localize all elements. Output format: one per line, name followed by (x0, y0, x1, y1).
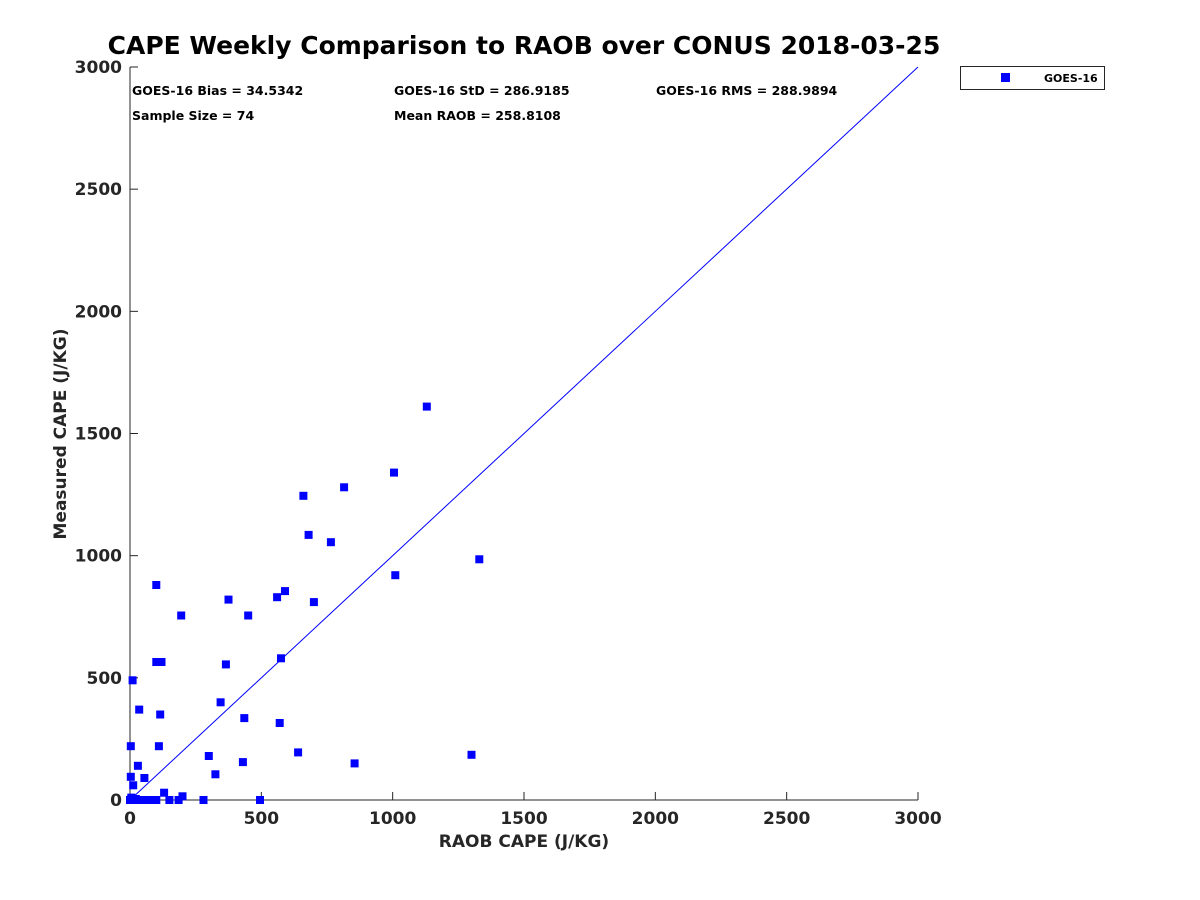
y-tick-label: 3000 (75, 58, 122, 78)
legend-box (960, 66, 1105, 90)
data-point-square (340, 483, 349, 492)
x-axis-ticks: 0 500 1000 1500 2000 2500 3000 (124, 792, 942, 829)
stat-std: GOES-16 StD = 286.9185 (394, 83, 570, 98)
data-point-square (221, 660, 230, 669)
data-point-square (422, 402, 431, 411)
data-point-square (275, 719, 284, 727)
y-tick-label: 500 (87, 669, 123, 689)
legend-marker-square (1001, 73, 1010, 82)
x-tick-label: 2000 (632, 809, 679, 829)
data-point-square (216, 698, 225, 707)
data-point-square (244, 611, 253, 620)
x-axis-label: RAOB CAPE (J/KG) (439, 832, 609, 852)
data-point-square (281, 587, 289, 596)
x-tick-label: 0 (124, 809, 136, 829)
data-point-square (204, 752, 213, 760)
x-tick-label: 1000 (369, 809, 416, 829)
legend: GOES-16 (960, 66, 1105, 90)
data-point-square (126, 772, 135, 781)
data-point-square (152, 796, 161, 804)
y-tick-label: 2000 (75, 302, 122, 322)
data-point-square (177, 611, 186, 620)
data-point-square (350, 759, 359, 768)
y-tick-label: 1500 (75, 425, 122, 445)
data-point-square (156, 710, 165, 719)
x-tick-label: 3000 (894, 809, 941, 829)
data-point-square (199, 796, 208, 804)
data-point-square (129, 781, 138, 790)
x-tick-label: 500 (244, 809, 280, 829)
data-point-square (326, 538, 335, 547)
data-point-square (140, 774, 149, 782)
one-to-one-reference-line (129, 66, 919, 801)
data-point-square (165, 796, 174, 804)
stat-bias: GOES-16 Bias = 34.5342 (132, 83, 303, 98)
chart-title: CAPE Weekly Comparison to RAOB over CONU… (108, 31, 941, 60)
data-point-square (391, 571, 400, 580)
data-point-square (256, 796, 264, 804)
data-point-square (294, 748, 303, 757)
data-points (126, 402, 484, 804)
x-tick-label: 1500 (500, 809, 547, 829)
stat-mean-raob: Mean RAOB = 258.8108 (394, 108, 561, 123)
data-point-square (133, 761, 142, 770)
stat-sample-size: Sample Size = 74 (132, 108, 254, 123)
data-point-square (277, 654, 285, 663)
data-point-square (152, 658, 161, 666)
x-tick-label: 2500 (763, 809, 810, 829)
y-axis-ticks: 0 500 1000 1500 2000 2500 3000 (75, 58, 138, 811)
data-point-square (224, 595, 233, 604)
data-point-square (135, 705, 144, 714)
data-point-square (299, 491, 308, 500)
y-tick-label: 2500 (75, 180, 122, 200)
data-point-square (240, 714, 249, 723)
y-axis-label: Measured CAPE (J/KG) (51, 329, 71, 540)
data-point-square (126, 742, 135, 751)
data-point-square (238, 758, 247, 767)
data-point-square (211, 770, 220, 779)
data-point-square (131, 795, 140, 803)
data-point-square (157, 658, 166, 666)
data-point-square (160, 788, 169, 797)
data-point-square (475, 555, 484, 564)
data-point-square (152, 581, 161, 589)
legend-entry-goes-16: GOES-16 (1044, 72, 1098, 85)
stats-annotations: GOES-16 Bias = 34.5342 GOES-16 StD = 286… (132, 83, 838, 123)
data-point-square (128, 676, 137, 685)
data-point-square (178, 792, 187, 801)
data-point-square (467, 750, 476, 759)
y-tick-label: 1000 (75, 547, 122, 567)
data-point-square (390, 468, 398, 477)
data-point-square (309, 598, 318, 607)
y-tick-label: 0 (110, 791, 122, 811)
stat-rms: GOES-16 RMS = 288.9894 (656, 83, 838, 98)
data-point-square (273, 593, 282, 602)
data-point-square (154, 742, 163, 751)
data-point-square (304, 530, 313, 539)
